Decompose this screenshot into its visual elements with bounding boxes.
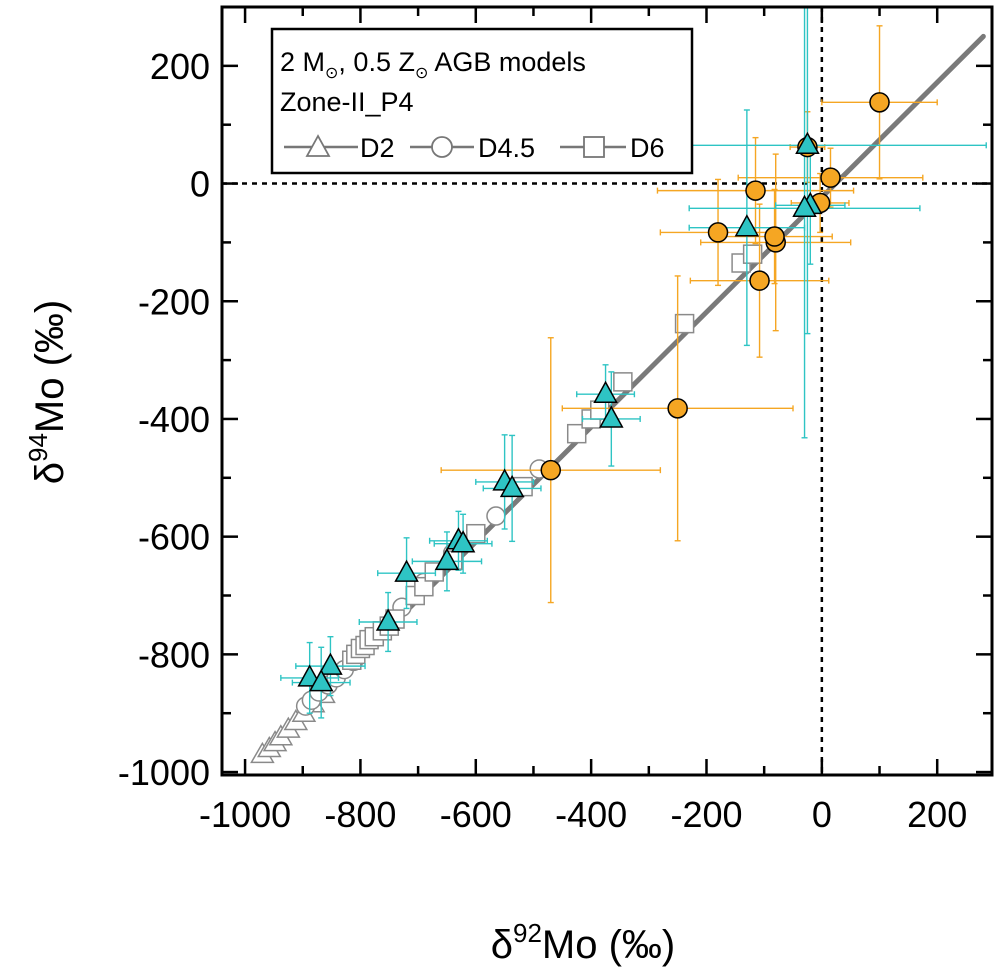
grain-triangle-marker: [792, 194, 817, 218]
x-tick-label: -1000: [199, 794, 291, 835]
model-square-marker: [613, 372, 633, 392]
legend-title-line1: 2 M⊙, 0.5 Z⊙ AGB models: [280, 47, 586, 82]
x-tick-label: 200: [907, 794, 967, 835]
reference-lines: [222, 7, 992, 775]
legend-label-d2: D2: [360, 133, 395, 163]
grain-circle-marker: [707, 222, 729, 243]
legend-square-icon: [583, 136, 605, 158]
grain-triangle-marker: [593, 380, 618, 403]
plot-frame: [220, 5, 994, 777]
grain-markers-group: [297, 92, 890, 692]
legend-circle-icon: [431, 136, 453, 158]
model-square-marker: [566, 423, 587, 444]
model-square-marker: [414, 576, 434, 597]
model-square-marker: [466, 523, 486, 544]
x-axis-title: δ92Mo (‰): [491, 918, 676, 967]
legend-label-d6: D6: [630, 133, 665, 163]
y-axis-ticks: -1000 -800 -600 -400 -200 0 200: [118, 5, 992, 793]
grain-circle-marker: [745, 180, 766, 201]
legend-label-d4-5: D4.5: [478, 133, 535, 163]
y-tick-label: -800: [138, 634, 210, 675]
model-series-group: [250, 244, 763, 764]
x-axis-ticks: -1000 -800 -600 -400 -200 0 200: [199, 7, 967, 835]
legend-entry-d6: D6: [560, 133, 665, 163]
model-square-marker: [742, 244, 763, 264]
grain-triangle-marker: [375, 608, 401, 631]
grain-triangle-marker: [499, 474, 525, 498]
grain-triangle-marker: [450, 530, 476, 553]
grain-circle-marker: [820, 167, 841, 188]
x-tick-label: -400: [555, 794, 627, 835]
x-tick-label: -200: [670, 794, 742, 835]
grain-circle-marker: [540, 459, 562, 481]
grain-triangle-marker: [318, 652, 343, 675]
grain-triangle-marker: [434, 547, 460, 571]
grain-triangle-marker: [599, 405, 624, 428]
model-circle-marker: [486, 506, 506, 526]
x-tick-label: -600: [440, 794, 512, 835]
y-tick-label: 200: [150, 46, 210, 87]
y-tick-label: -600: [138, 517, 210, 558]
legend-triangle-icon: [305, 134, 331, 157]
grain-circle-marker: [749, 270, 770, 291]
y-tick-label: 0: [190, 164, 210, 205]
legend-entry-d2: D2: [284, 133, 395, 163]
y-tick-label: -200: [138, 281, 210, 322]
grain-triangle-marker: [734, 214, 760, 237]
grain-circle-marker: [667, 398, 688, 419]
grain-circle-marker: [764, 226, 785, 247]
grain-triangle-marker: [308, 669, 334, 692]
legend-box: [270, 27, 694, 175]
grain-triangle-marker: [394, 559, 419, 582]
legend-title-line2: Zone-II_P4: [280, 87, 414, 117]
legend-entry-d4-5: D4.5: [410, 133, 535, 163]
y-tick-label: -400: [138, 399, 210, 440]
grain-triangle-marker: [795, 131, 820, 155]
model-square-marker: [674, 313, 695, 334]
x-tick-label: 0: [812, 794, 832, 835]
y-tick-label: -1000: [118, 752, 210, 793]
grain-circle-marker: [869, 92, 890, 113]
y-axis-title: δ94Mo (‰): [23, 300, 72, 485]
x-tick-label: -800: [324, 794, 396, 835]
legend: 2 M⊙, 0.5 Z⊙ AGB models Zone-II_P4 D2 D4…: [270, 27, 694, 175]
